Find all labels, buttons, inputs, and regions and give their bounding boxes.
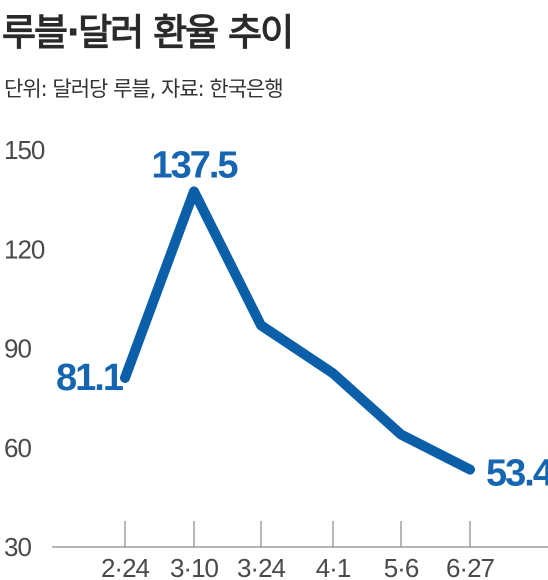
x-tick-label: 4·1 xyxy=(316,553,351,580)
x-tick-label: 2·24 xyxy=(101,553,150,580)
y-tick-label: 30 xyxy=(4,532,31,562)
y-tick-label: 90 xyxy=(4,334,31,364)
x-tick-label: 5·6 xyxy=(384,553,419,580)
series-line xyxy=(120,186,475,475)
x-tick-label: 3·24 xyxy=(237,553,286,580)
x-tick-label: 6·27 xyxy=(446,553,495,580)
chart-axes: 30 60 90 120 150 2·24 3·10 3·24 4·1 5·6 6·27 xyxy=(4,135,548,580)
y-tick-label: 60 xyxy=(4,433,31,463)
y-tick-label: 120 xyxy=(4,234,45,264)
y-tick-label: 150 xyxy=(4,135,45,165)
data-label: 81.1 xyxy=(56,357,124,399)
x-tick-label: 3·10 xyxy=(170,553,219,580)
chart-marks xyxy=(120,186,475,475)
data-label: 137.5 xyxy=(151,144,238,186)
data-label: 53.4 xyxy=(486,453,548,495)
chart-labels: 81.1 137.5 53.4 xyxy=(56,144,548,494)
chart-subtitle: 단위: 달러당 루블, 자료: 한국은행 xyxy=(4,77,284,101)
chart-title: 루블·달러 환율 추이 xyxy=(2,11,294,54)
